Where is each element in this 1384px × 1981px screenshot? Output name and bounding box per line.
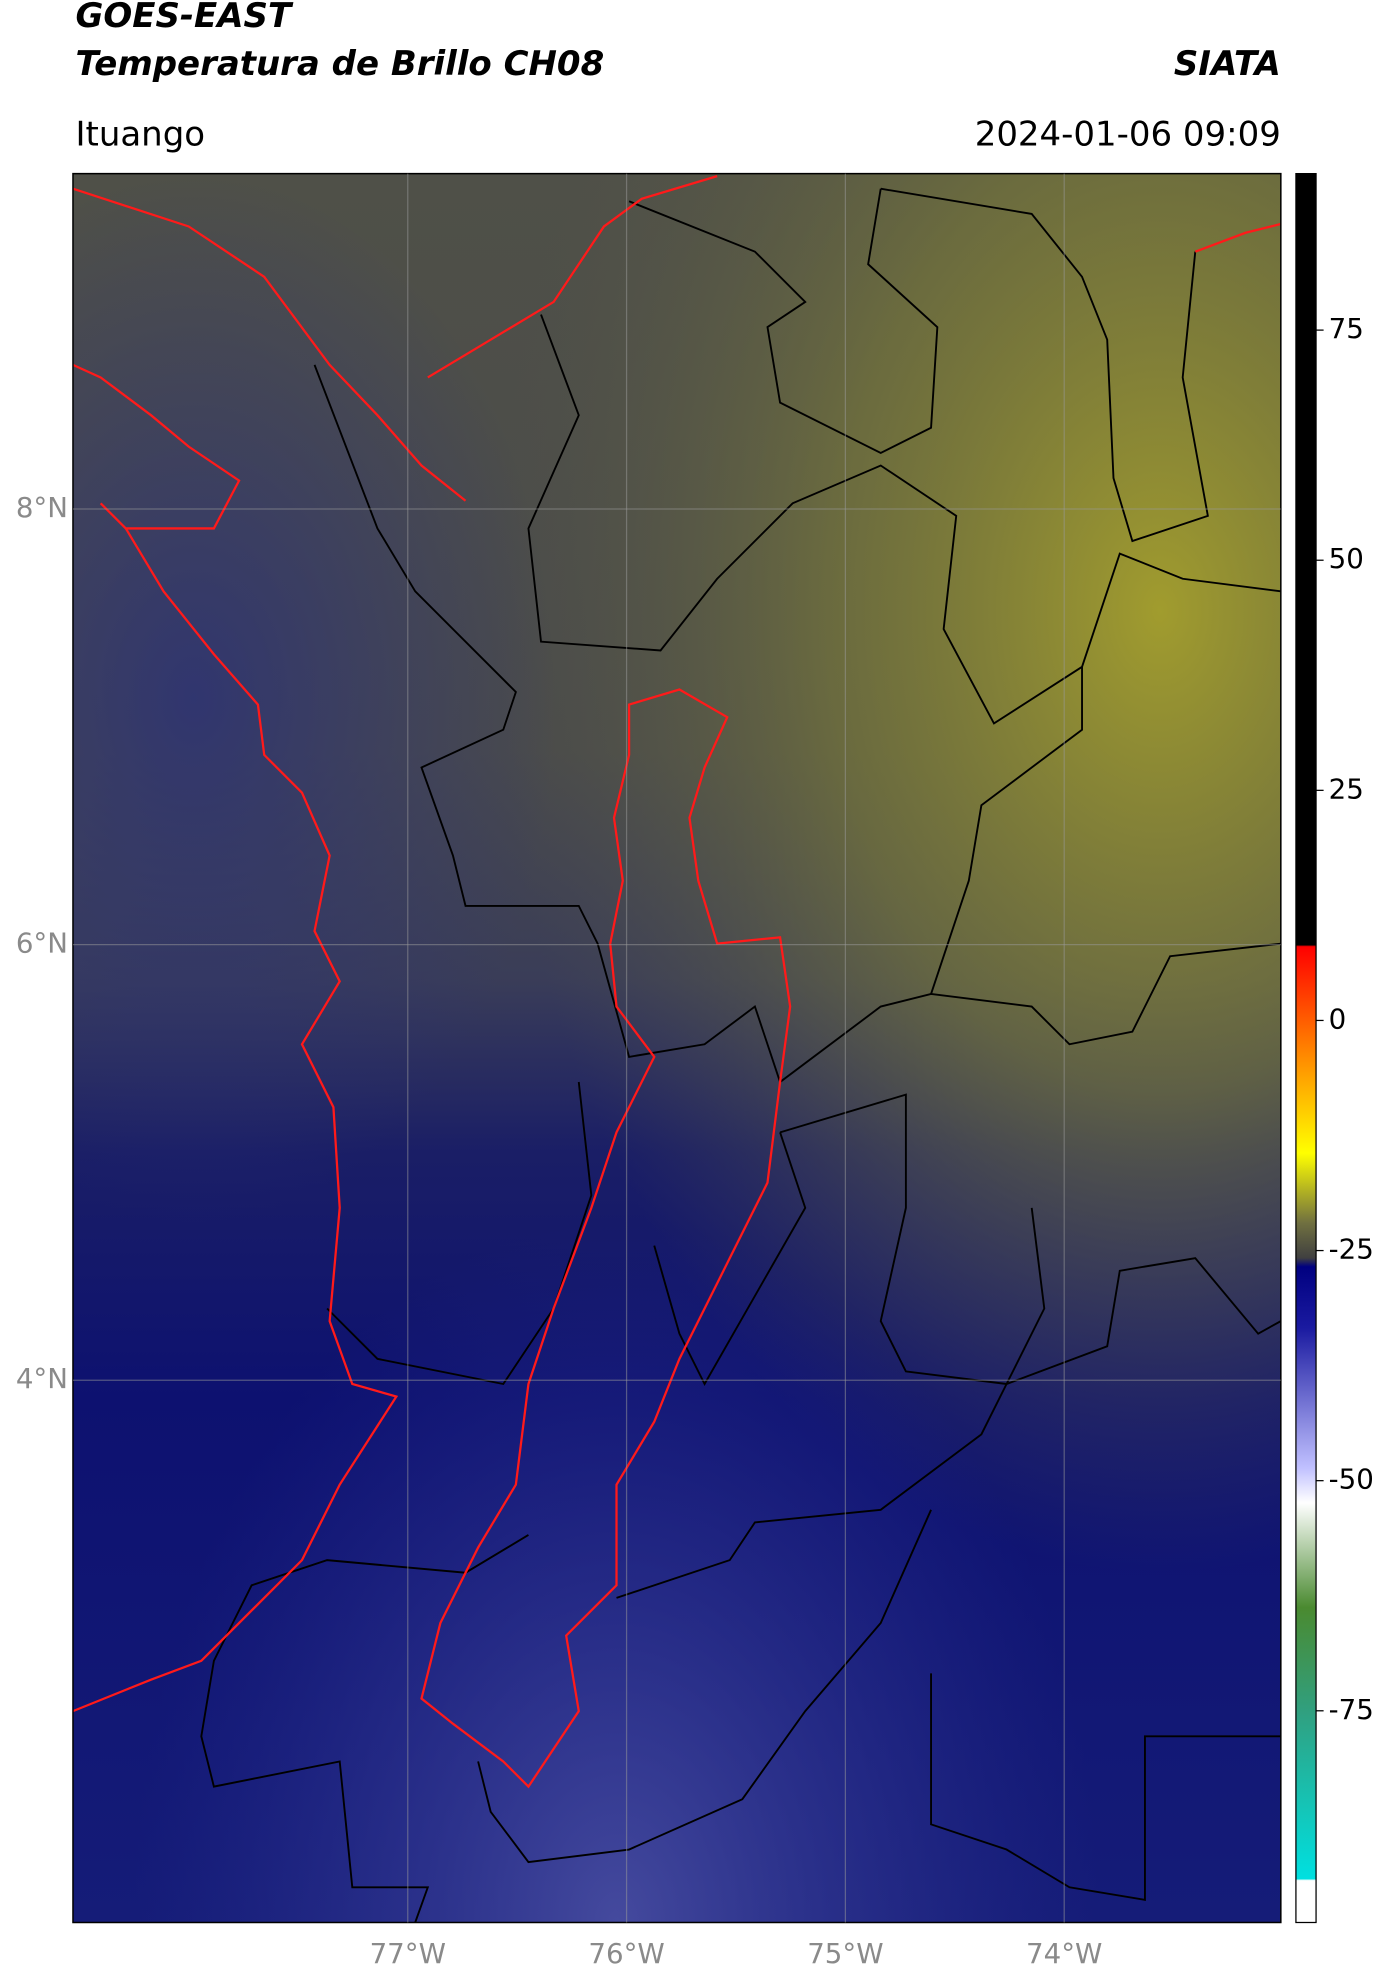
colorbar-tick-label: -50 bbox=[1329, 1463, 1374, 1496]
map-area bbox=[72, 173, 1281, 1923]
colorbar-tick-label: 75 bbox=[1329, 312, 1364, 345]
colorbar-tick-label: -25 bbox=[1329, 1233, 1374, 1266]
x-tick-label: 77°W bbox=[370, 1937, 446, 1970]
map-frame bbox=[72, 172, 1282, 1924]
y-tick-label: 4°N bbox=[16, 1362, 68, 1395]
y-tick-label: 6°N bbox=[16, 927, 68, 960]
source: SIATA bbox=[1174, 44, 1281, 84]
location: Ituango bbox=[75, 114, 205, 154]
x-tick-label: 76°W bbox=[588, 1937, 664, 1970]
subtitle: Temperatura de Brillo CH08 bbox=[75, 44, 604, 84]
title: GOES-EAST bbox=[75, 0, 293, 36]
x-tick-label: 75°W bbox=[807, 1937, 883, 1970]
date: 2024-01-06 09:09 bbox=[975, 114, 1281, 154]
colorbar-tick-label: 0 bbox=[1329, 1002, 1347, 1035]
colorbar-tick-label: 50 bbox=[1329, 542, 1364, 575]
x-tick-label: 74°W bbox=[1026, 1937, 1102, 1970]
colorbar-tick-label: -75 bbox=[1329, 1693, 1374, 1726]
colorbar bbox=[1295, 172, 1317, 1924]
borders bbox=[200, 187, 1281, 1923]
ituango-region-outline bbox=[72, 175, 1281, 1789]
y-tick-label: 8°N bbox=[16, 491, 68, 524]
colorbar-tick-label: 25 bbox=[1329, 772, 1364, 805]
